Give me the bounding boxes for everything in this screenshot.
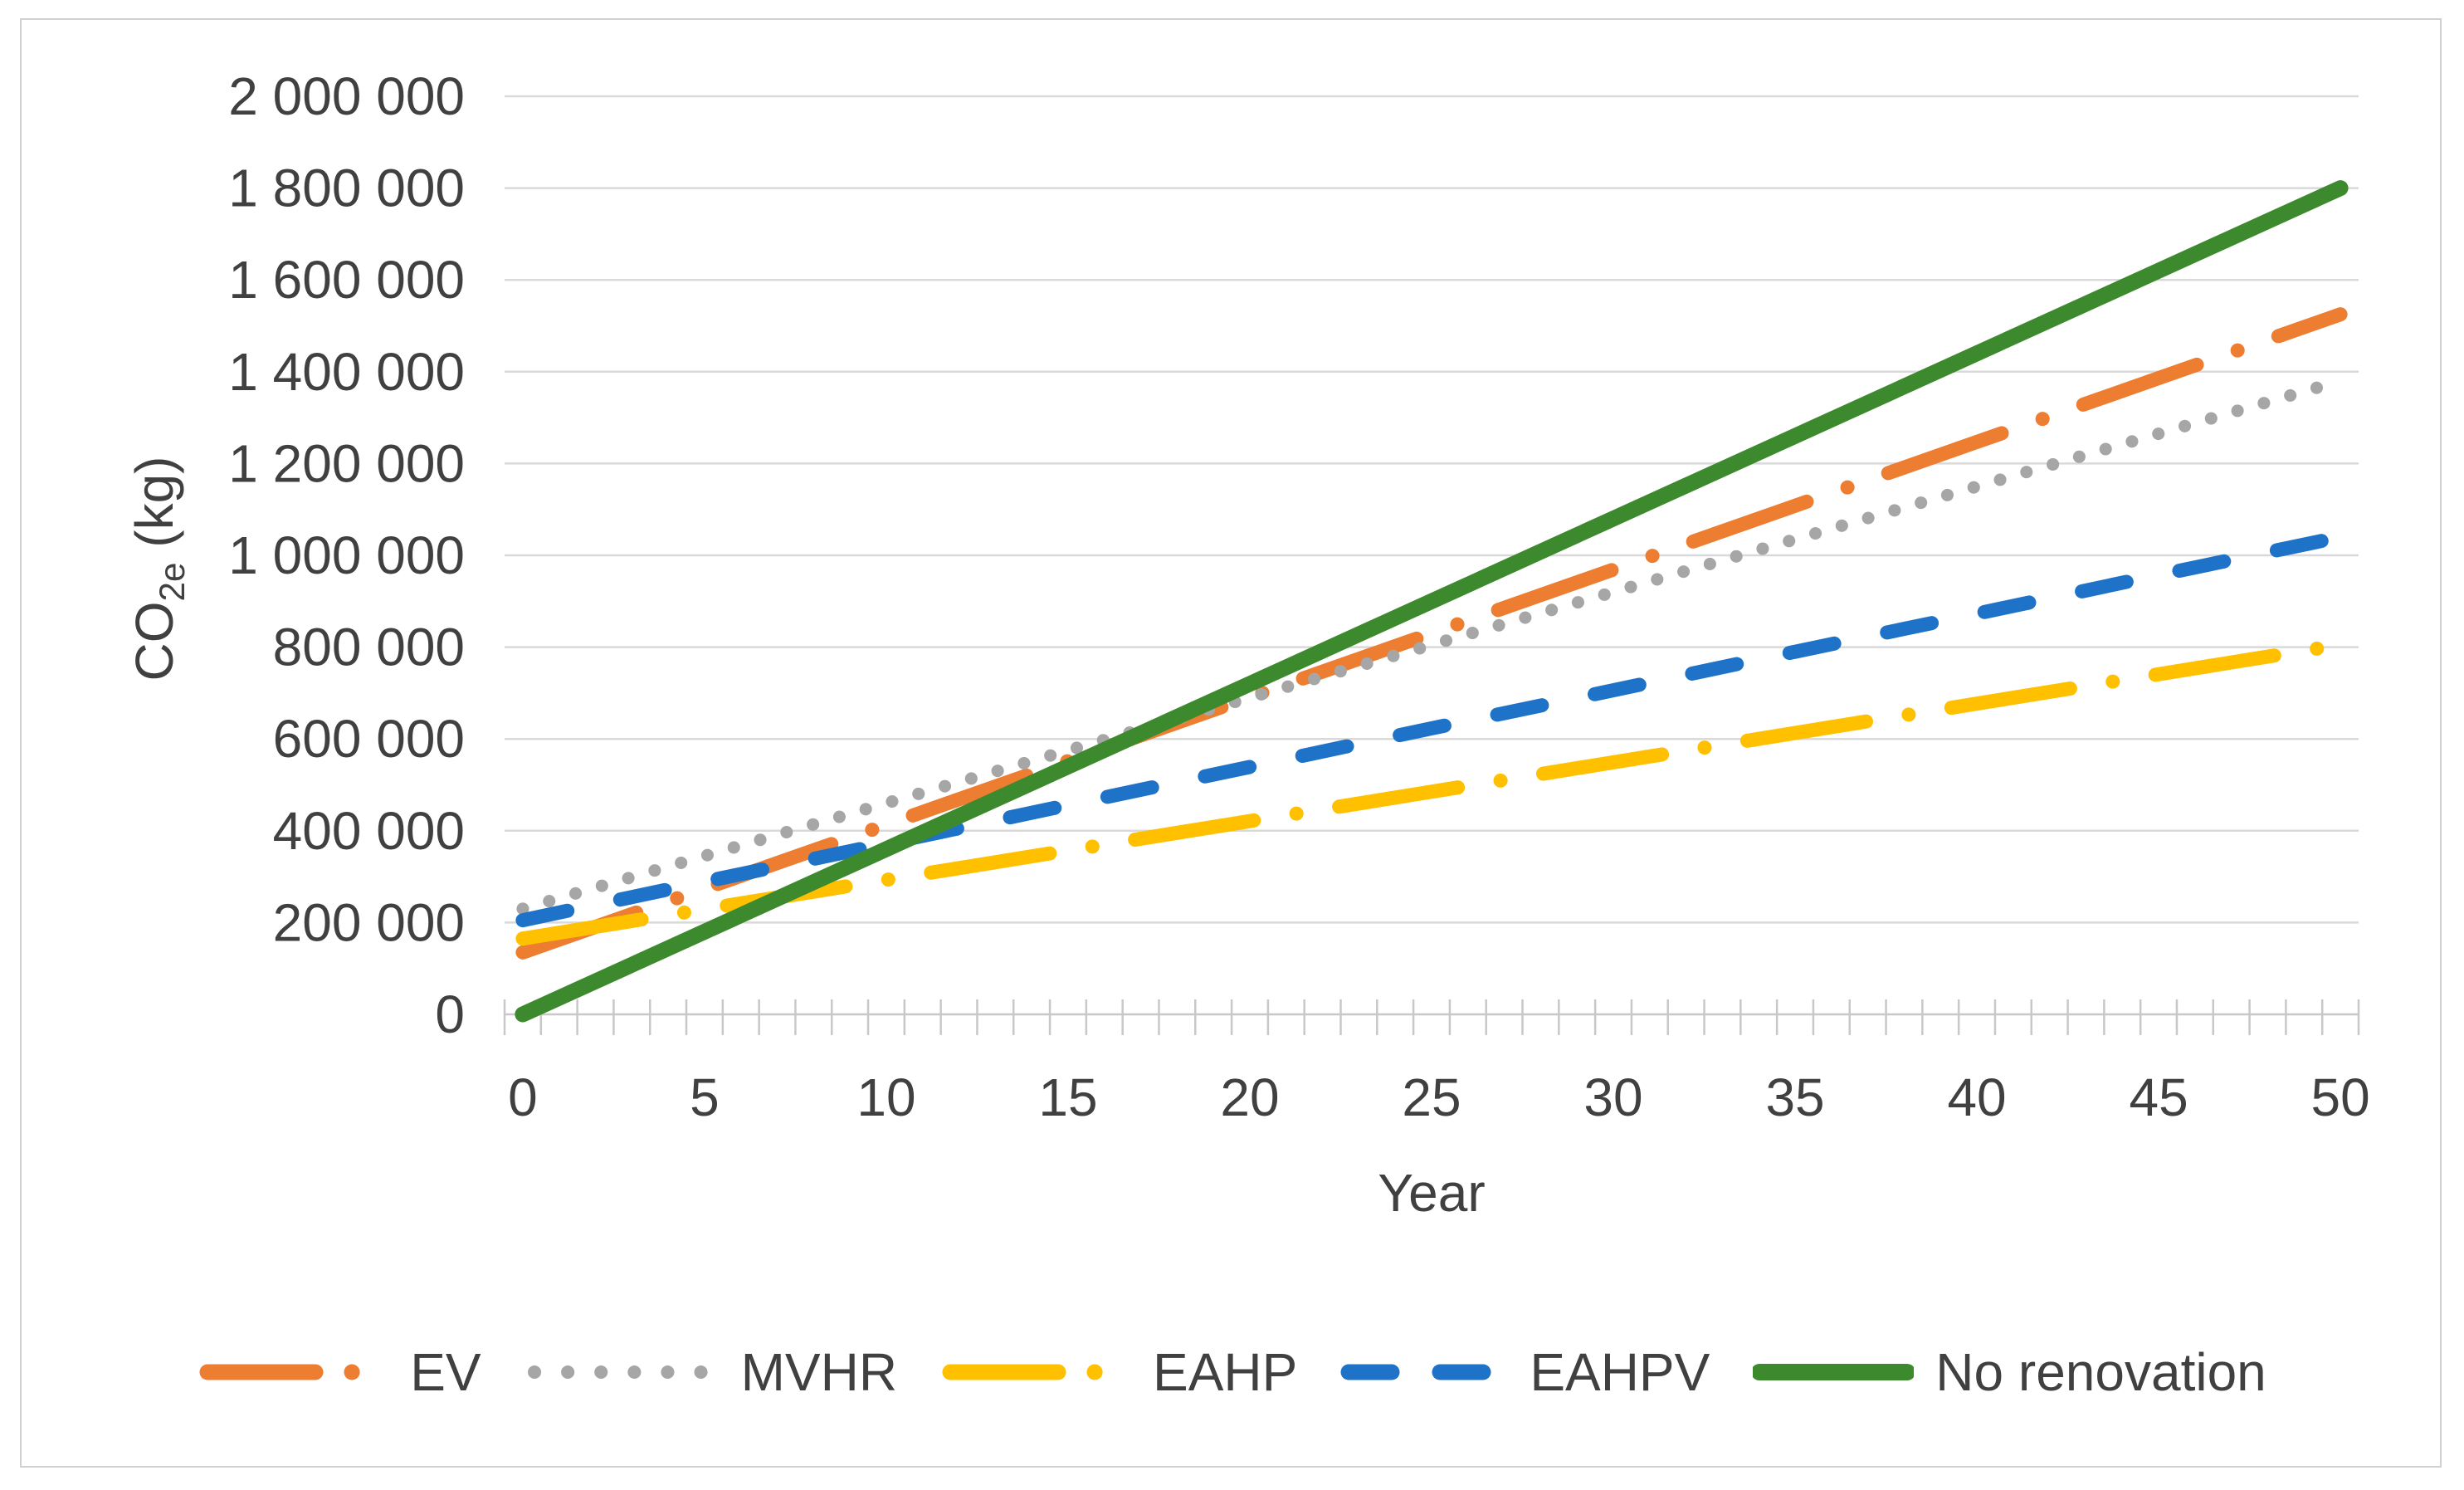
legend-label: No renovation xyxy=(1935,1342,2266,1402)
legend-label: EAHP xyxy=(1153,1342,1298,1402)
x-tick-label: 35 xyxy=(1765,1067,1824,1127)
legend-item-eahpv: EAHPV xyxy=(1340,1341,1710,1403)
x-tick-label: 25 xyxy=(1402,1067,1461,1127)
series-line-eahp xyxy=(515,638,2348,946)
x-axis xyxy=(503,999,2360,1035)
series-lines xyxy=(515,180,2349,1023)
x-tick-label: 30 xyxy=(1583,1067,1642,1127)
legend-item-no-renovation: No renovation xyxy=(1753,1341,2266,1403)
y-axis-title-suffix: (kg) xyxy=(124,456,184,563)
x-tick-label: 0 xyxy=(508,1067,538,1127)
x-tick-label: 40 xyxy=(1947,1067,2006,1127)
legend-swatch-dashdot xyxy=(942,1364,1131,1380)
y-tick-label: 200 000 xyxy=(273,892,465,952)
x-tick-label: 45 xyxy=(2129,1067,2188,1127)
y-axis-title: CO2e (kg) xyxy=(124,320,192,818)
legend-swatch-dashed xyxy=(1340,1364,1509,1380)
legend-swatch-dashdot xyxy=(199,1364,388,1380)
y-tick-label: 0 xyxy=(435,984,465,1044)
figure-border xyxy=(20,18,2442,1468)
x-tick-label: 5 xyxy=(690,1067,720,1127)
y-tick-label: 1 400 000 xyxy=(228,342,465,402)
series-line-eahpv xyxy=(515,530,2348,928)
y-tick-label: 2 000 000 xyxy=(228,66,465,126)
y-tick-label: 1 600 000 xyxy=(228,250,465,310)
x-tick-label: 10 xyxy=(856,1067,915,1127)
series-line-no-renovation xyxy=(515,180,2349,1023)
legend-swatch-solid xyxy=(1753,1364,1915,1380)
series-line-ev xyxy=(515,307,2348,960)
legend-swatch-dotted xyxy=(527,1365,720,1379)
gridlines xyxy=(505,95,2359,924)
x-axis-title: Year xyxy=(1378,1163,1486,1223)
y-tick-label: 800 000 xyxy=(273,618,465,677)
legend-item-mvhr: MVHR xyxy=(525,1341,897,1403)
legend-item-eahp: EAHP xyxy=(940,1341,1297,1403)
y-axis-title-base: CO xyxy=(124,601,184,681)
x-tick-label: 50 xyxy=(2311,1067,2370,1127)
y-tick-label: 400 000 xyxy=(273,801,465,861)
legend-label: EAHPV xyxy=(1530,1342,1710,1402)
series-line-mvhr xyxy=(516,374,2347,916)
x-axis-tick-labels: 0 5 10 15 20 25 30 35 40 45 50 xyxy=(508,1067,2370,1127)
legend-label: MVHR xyxy=(740,1342,898,1402)
y-tick-label: 1 200 000 xyxy=(228,433,465,493)
y-tick-label: 1 800 000 xyxy=(228,159,465,218)
y-tick-label: 1 000 000 xyxy=(228,525,465,585)
legend: EV MVHR EAHP EAHPV No renovation xyxy=(25,1335,2439,1409)
y-axis-title-subscript: 2e xyxy=(152,562,192,602)
y-tick-label: 600 000 xyxy=(273,709,465,769)
legend-label: EV xyxy=(410,1342,481,1402)
y-axis-tick-labels: 0 200 000 400 000 600 000 800 000 1 000 000 1 … xyxy=(228,66,465,1044)
x-tick-label: 15 xyxy=(1038,1067,1097,1127)
legend-item-ev: EV xyxy=(198,1341,481,1403)
x-tick-label: 20 xyxy=(1220,1067,1279,1127)
